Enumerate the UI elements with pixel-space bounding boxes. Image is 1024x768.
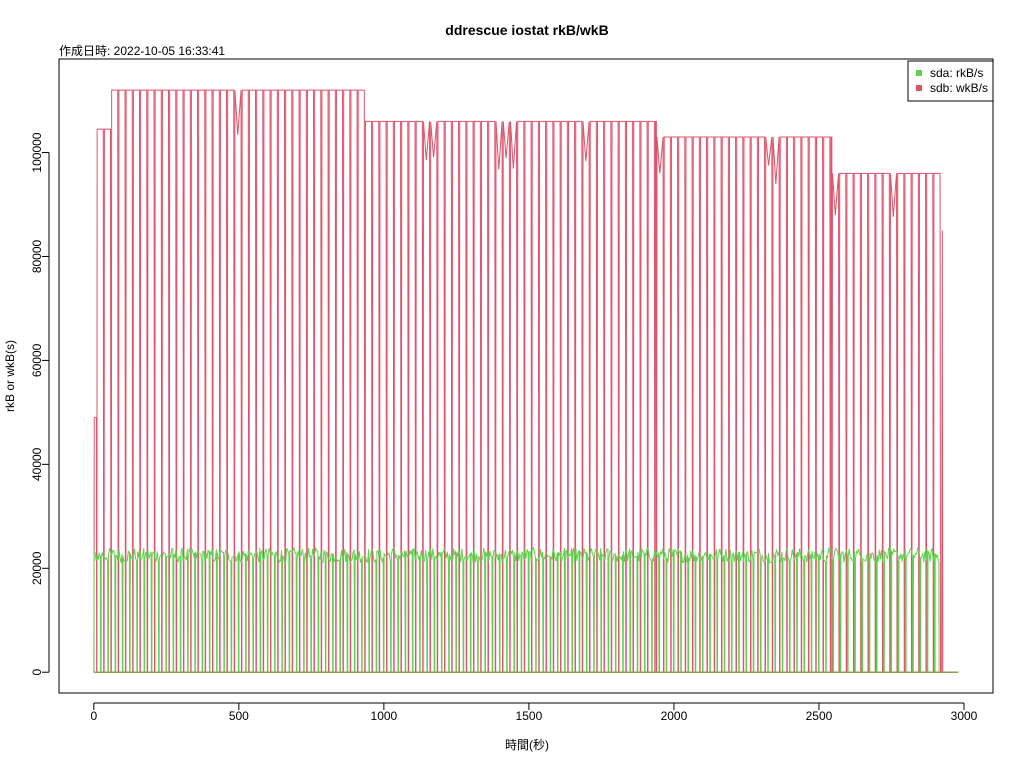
legend: sda: rkB/s sdb: wkB/s xyxy=(907,60,994,102)
x-axis-label: 時間(秒) xyxy=(505,738,549,752)
x-tick-label: 0 xyxy=(90,709,97,723)
plot-series xyxy=(93,89,959,673)
legend-swatch-sdb xyxy=(916,85,922,91)
legend-swatch-sda xyxy=(916,70,922,76)
y-tick-label: 0 xyxy=(30,669,44,676)
y-tick-label: 100000 xyxy=(30,132,44,172)
chart-subtitle: 作成日時: 2022-10-05 16:33:41 xyxy=(59,44,225,58)
y-tick-label: 40000 xyxy=(30,447,44,481)
y-axis: 0 20000 40000 60000 80000 100000 xyxy=(30,132,50,676)
legend-label-sda: sda: rkB/s xyxy=(930,66,983,80)
legend-box xyxy=(907,60,994,102)
x-tick-label: 2500 xyxy=(806,709,833,723)
series-line-sda xyxy=(93,546,959,673)
x-tick-label: 3000 xyxy=(951,709,978,723)
y-axis-label: rkB or wkB(s) xyxy=(3,340,17,412)
plot-frame xyxy=(58,58,994,694)
x-tick-label: 2000 xyxy=(661,709,688,723)
y-tick-label: 80000 xyxy=(30,239,44,273)
x-tick-label: 500 xyxy=(229,709,249,723)
y-tick-label: 60000 xyxy=(30,343,44,377)
legend-label-sdb: sdb: wkB/s xyxy=(930,81,988,95)
y-tick-label: 20000 xyxy=(30,551,44,585)
x-tick-label: 1000 xyxy=(371,709,398,723)
series-line-sdb xyxy=(93,89,959,673)
x-axis: 0 500 1000 1500 2000 2500 3000 xyxy=(90,702,978,723)
x-tick-label: 1500 xyxy=(516,709,543,723)
chart-title: ddrescue iostat rkB/wkB xyxy=(445,22,608,38)
